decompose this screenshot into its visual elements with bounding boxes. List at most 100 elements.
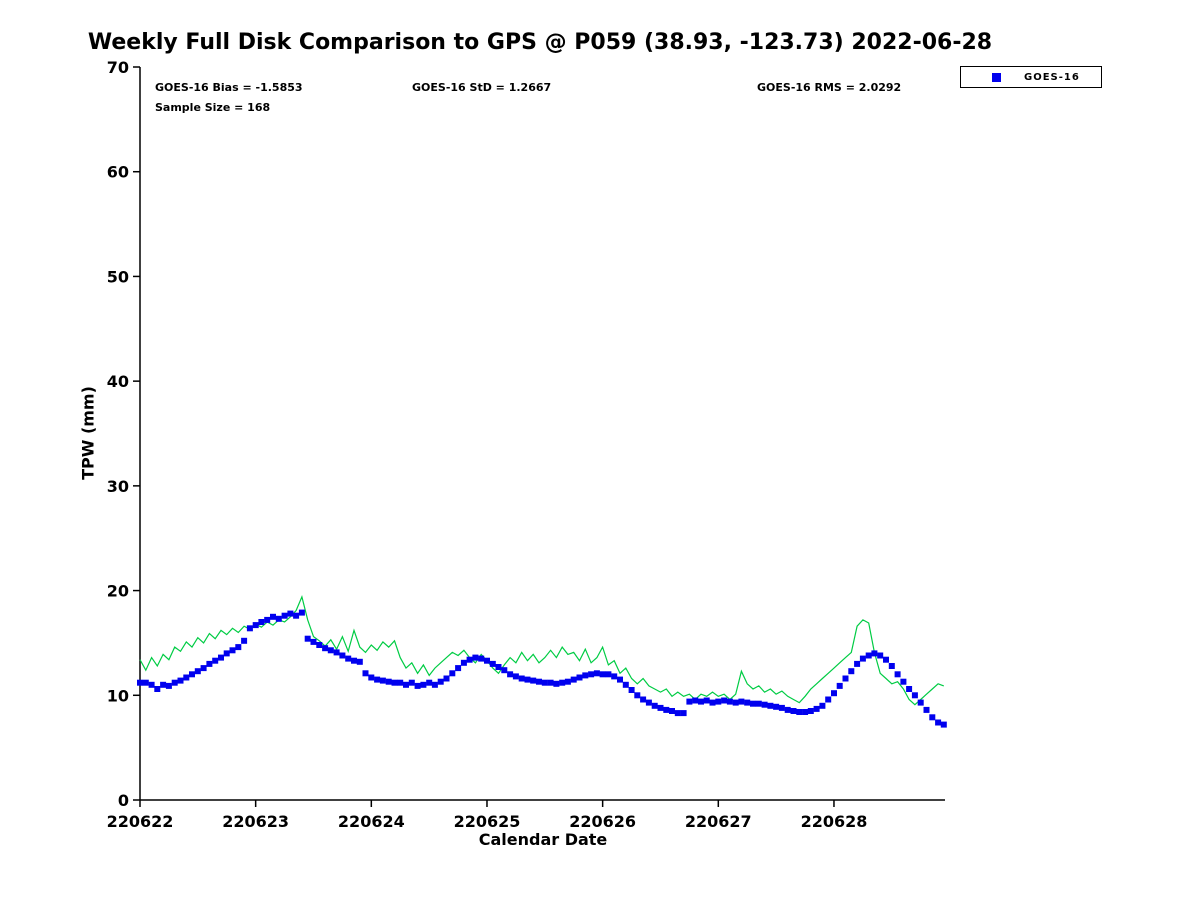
goes16-marker bbox=[692, 697, 699, 704]
goes16-marker bbox=[200, 665, 207, 672]
y-tick-label: 0 bbox=[118, 791, 129, 810]
goes16-marker bbox=[807, 708, 814, 714]
goes16-marker bbox=[165, 682, 172, 689]
goes16-marker bbox=[582, 672, 589, 679]
y-tick-label: 10 bbox=[107, 686, 129, 705]
x-axis-label: Calendar Date bbox=[478, 830, 608, 849]
legend: GOES-16 bbox=[960, 66, 1102, 88]
goes16-marker bbox=[588, 671, 595, 678]
x-tick-label: 220625 bbox=[454, 812, 521, 831]
goes16-marker bbox=[721, 697, 728, 704]
goes16-marker bbox=[686, 698, 693, 705]
goes16-marker bbox=[541, 679, 548, 686]
goes16-marker bbox=[663, 706, 670, 713]
goes16-marker bbox=[246, 625, 253, 632]
goes16-marker bbox=[241, 637, 248, 644]
goes16-marker bbox=[408, 679, 415, 686]
goes16-marker bbox=[177, 677, 184, 684]
goes16-marker bbox=[270, 613, 276, 620]
goes16-marker bbox=[426, 679, 433, 686]
goes16-marker bbox=[327, 647, 334, 654]
goes16-marker bbox=[391, 679, 398, 686]
goes16-marker bbox=[501, 667, 508, 674]
goes16-marker bbox=[570, 676, 577, 683]
goes16-marker bbox=[235, 644, 242, 651]
goes16-marker bbox=[414, 682, 421, 689]
goes16-marker bbox=[669, 708, 675, 714]
y-axis-label: TPW (mm) bbox=[78, 386, 98, 480]
goes16-marker bbox=[171, 679, 178, 686]
goes16-marker bbox=[900, 678, 907, 685]
goes16-marker bbox=[258, 619, 265, 625]
goes16-marker bbox=[732, 699, 739, 706]
goes16-marker bbox=[547, 679, 554, 686]
goes16-marker bbox=[842, 675, 849, 682]
goes16-marker bbox=[622, 681, 629, 688]
goes16-marker bbox=[698, 698, 704, 705]
goes16-marker bbox=[802, 709, 809, 715]
x-tick-label: 220627 bbox=[685, 812, 752, 831]
goes16-marker bbox=[831, 690, 837, 697]
goes16-marker bbox=[813, 705, 820, 712]
goes16-marker bbox=[530, 677, 537, 684]
goes16-marker bbox=[229, 647, 236, 654]
goes16-marker bbox=[356, 658, 363, 665]
gps-line bbox=[139, 595, 945, 706]
x-tick-label: 220626 bbox=[569, 812, 636, 831]
goes16-marker bbox=[848, 668, 855, 675]
goes16-marker bbox=[929, 714, 936, 721]
goes16-marker bbox=[385, 678, 392, 685]
goes16-marker bbox=[651, 702, 658, 709]
goes16-marker bbox=[449, 670, 456, 677]
goes16-marker bbox=[489, 660, 496, 667]
goes16-marker bbox=[264, 616, 271, 623]
goes16-marker bbox=[345, 655, 352, 662]
goes16-marker bbox=[819, 702, 826, 709]
goes16-marker bbox=[778, 704, 785, 711]
legend-label: GOES-16 bbox=[1024, 71, 1080, 83]
annotation-rms: GOES-16 RMS = 2.0292 bbox=[757, 81, 902, 94]
goes16-marker bbox=[634, 692, 641, 699]
goes16-marker bbox=[628, 687, 635, 693]
goes16-marker bbox=[645, 699, 652, 706]
goes16-marker bbox=[859, 655, 866, 662]
goes16-marker bbox=[877, 652, 884, 659]
y-tick-label: 20 bbox=[107, 582, 129, 601]
annotation-sample-size: Sample Size = 168 bbox=[155, 101, 271, 114]
goes16-marker bbox=[281, 612, 288, 619]
goes16-marker bbox=[293, 612, 300, 619]
goes16-marker bbox=[362, 670, 369, 677]
goes16-marker bbox=[460, 659, 467, 666]
goes16-marker bbox=[206, 660, 213, 667]
goes16-marker bbox=[397, 679, 404, 686]
goes16-marker bbox=[680, 710, 687, 717]
goes16-marker bbox=[524, 676, 531, 683]
goes16-marker bbox=[351, 657, 357, 664]
goes16-marker bbox=[212, 657, 219, 664]
goes16-marker bbox=[148, 681, 155, 688]
goes16-marker bbox=[599, 671, 606, 678]
y-tick-label: 50 bbox=[107, 267, 129, 286]
goes16-marker bbox=[761, 701, 768, 708]
x-tick-label: 220628 bbox=[801, 812, 868, 831]
goes16-marker bbox=[883, 656, 889, 663]
goes16-marker bbox=[333, 649, 340, 656]
goes16-marker bbox=[593, 670, 600, 677]
legend-marker-square-icon bbox=[992, 72, 1001, 82]
goes16-marker bbox=[379, 677, 386, 684]
goes16-marker bbox=[888, 663, 895, 669]
goes16-marker bbox=[825, 696, 832, 703]
goes16-marker bbox=[617, 676, 623, 683]
goes16-marker bbox=[287, 610, 294, 617]
goes16-marker bbox=[738, 698, 745, 705]
goes16-marker bbox=[640, 696, 647, 703]
goes16-marker bbox=[223, 650, 230, 657]
goes16-marker bbox=[252, 622, 259, 629]
goes16-marker bbox=[183, 674, 190, 681]
chart-title: Weekly Full Disk Comparison to GPS @ P05… bbox=[87, 30, 993, 55]
goes16-marker bbox=[611, 673, 618, 680]
goes16-marker bbox=[275, 615, 282, 622]
goes16-marker bbox=[472, 654, 479, 661]
goes16-marker bbox=[709, 699, 716, 706]
goes16-marker bbox=[784, 706, 791, 713]
